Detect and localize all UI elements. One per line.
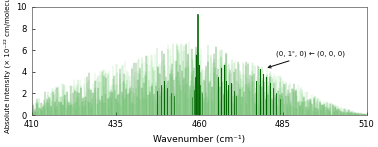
Y-axis label: Absolute intensity (× 10⁻²² cm/molecule): Absolute intensity (× 10⁻²² cm/molecule) bbox=[3, 0, 11, 133]
Text: (0, 1ᶜ, 0) ← (0, 0, 0): (0, 1ᶜ, 0) ← (0, 0, 0) bbox=[268, 51, 345, 68]
X-axis label: Wavenumber (cm⁻¹): Wavenumber (cm⁻¹) bbox=[153, 135, 245, 143]
